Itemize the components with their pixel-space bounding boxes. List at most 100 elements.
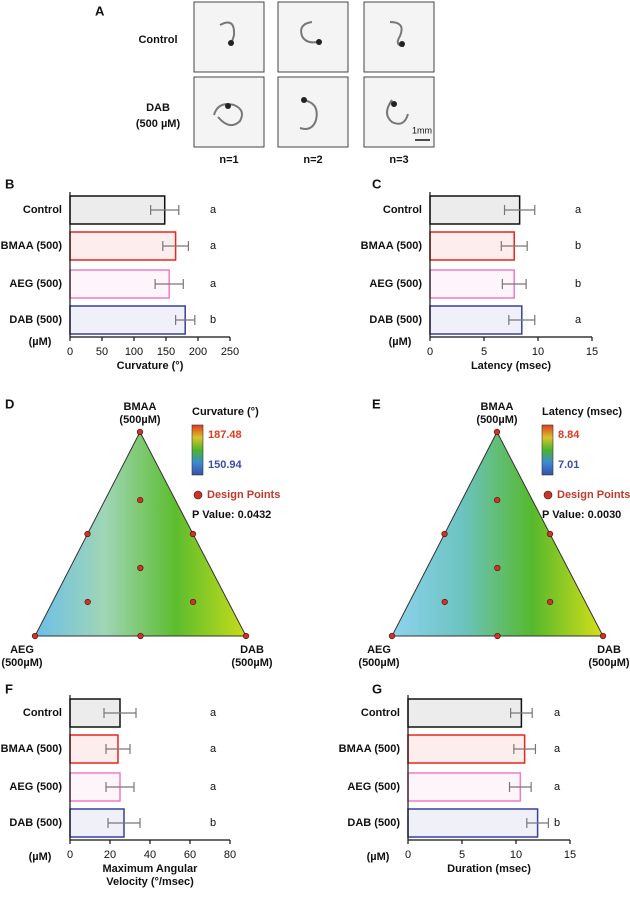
- larva-head: [301, 97, 307, 103]
- colorbar-label: Curvature (°): [192, 406, 259, 418]
- x-tick-label: 40: [144, 849, 156, 861]
- x-tick-label: 200: [189, 346, 207, 358]
- panel-label: A: [95, 3, 105, 18]
- category-label: AEG (500): [9, 781, 62, 793]
- x-tick-label: 0: [67, 849, 73, 861]
- larva-head: [391, 101, 397, 107]
- x-tick-label: 250: [221, 346, 239, 358]
- bar: [407, 808, 539, 838]
- colorbar: [191, 424, 204, 476]
- x-tick-label: 5: [481, 346, 487, 358]
- panel-a: A Control DAB (500 µM) n=1: [95, 1, 435, 166]
- image: [363, 76, 435, 148]
- design-point: [31, 632, 39, 640]
- category-label: AEG (500): [347, 781, 400, 793]
- design-point: [137, 496, 144, 504]
- larva-head: [316, 39, 322, 45]
- design-point: [136, 428, 144, 436]
- x-tick-label: 10: [510, 849, 522, 861]
- x-tick-label: 100: [125, 346, 143, 358]
- x-tick-label: 15: [564, 849, 576, 861]
- panel-label: G: [372, 681, 382, 696]
- bar: [407, 698, 523, 728]
- significance-letter: a: [210, 240, 217, 252]
- x-tick-label: 0: [405, 849, 411, 861]
- bar: [429, 231, 515, 261]
- vertex-label: DAB: [597, 644, 621, 656]
- image: [277, 76, 349, 148]
- vertex-label: (500µM): [476, 414, 518, 426]
- panel-label: D: [5, 396, 14, 411]
- colorbar-max: 8.84: [558, 429, 580, 441]
- bar: [69, 269, 170, 299]
- p-value: P Value: 0.0432: [192, 509, 271, 521]
- design-point: [137, 632, 144, 640]
- vertex-label: (500µM): [358, 657, 400, 669]
- design-point: [84, 530, 91, 538]
- significance-letter: a: [210, 204, 217, 216]
- bar: [69, 305, 186, 335]
- design-point: [441, 530, 448, 538]
- x-tick-label: 0: [67, 346, 73, 358]
- unit-label: (µM): [367, 851, 390, 863]
- bar: [69, 195, 166, 225]
- legend-marker: [543, 490, 553, 500]
- larva: [213, 103, 243, 127]
- vertex-label: (500µM): [231, 657, 273, 669]
- vertex-label: (500µM): [1, 657, 43, 669]
- x-tick-label: 10: [532, 346, 544, 358]
- significance-letter: b: [210, 817, 216, 829]
- design-point: [493, 428, 501, 436]
- x-tick-label: 150: [157, 346, 175, 358]
- larva-head: [399, 41, 405, 47]
- design-point: [84, 598, 91, 606]
- x-tick-label: 50: [96, 346, 108, 358]
- vertex-label: (500µM): [119, 414, 161, 426]
- category-label: DAB (500): [9, 817, 62, 829]
- x-tick-label: 5: [459, 849, 465, 861]
- image: [193, 76, 265, 148]
- larva: [299, 99, 318, 130]
- colorbar-min: 7.01: [558, 459, 579, 471]
- unit-label: (µM): [29, 851, 52, 863]
- category-label: Control: [23, 707, 62, 719]
- x-tick-label: 20: [104, 849, 116, 861]
- category-label: DAB (500): [369, 314, 422, 326]
- panel-label: E: [372, 396, 381, 411]
- scale-label: 1mm: [412, 125, 432, 135]
- bar: [69, 231, 177, 261]
- design-point: [189, 530, 197, 538]
- vertex-label: BMAA: [481, 401, 514, 413]
- larva: [300, 21, 319, 44]
- design-point: [494, 496, 501, 504]
- x-tick-label: 0: [427, 346, 433, 358]
- design-point: [494, 564, 501, 572]
- x-axis-label: Maximum Angular: [103, 863, 199, 875]
- category-label: BMAA (500): [339, 743, 401, 755]
- significance-letter: b: [210, 314, 216, 326]
- significance-letter: a: [554, 707, 561, 719]
- category-label: BMAA (500): [361, 240, 423, 252]
- panel-label: F: [5, 681, 13, 696]
- vertex-label: AEG: [367, 644, 391, 656]
- bar: [407, 734, 526, 764]
- column-label: n=3: [389, 154, 408, 166]
- category-label: AEG (500): [369, 278, 422, 290]
- unit-label: (µM): [29, 336, 52, 348]
- design-point: [388, 632, 396, 640]
- design-point: [190, 598, 197, 606]
- x-axis-label: Latency (msec): [471, 360, 551, 372]
- category-label: AEG (500): [9, 278, 62, 290]
- category-label: Control: [361, 707, 400, 719]
- significance-letter: b: [575, 278, 581, 290]
- category-label: Control: [23, 204, 62, 216]
- legend-label: Design Points: [557, 489, 630, 501]
- column-label: n=1: [219, 154, 238, 166]
- vertex-label: AEG: [10, 644, 34, 656]
- significance-letter: a: [210, 278, 217, 290]
- colorbar-max: 187.48: [208, 429, 242, 441]
- category-label: DAB (500): [9, 314, 62, 326]
- category-label: BMAA (500): [1, 743, 63, 755]
- vertex-label: DAB: [240, 644, 264, 656]
